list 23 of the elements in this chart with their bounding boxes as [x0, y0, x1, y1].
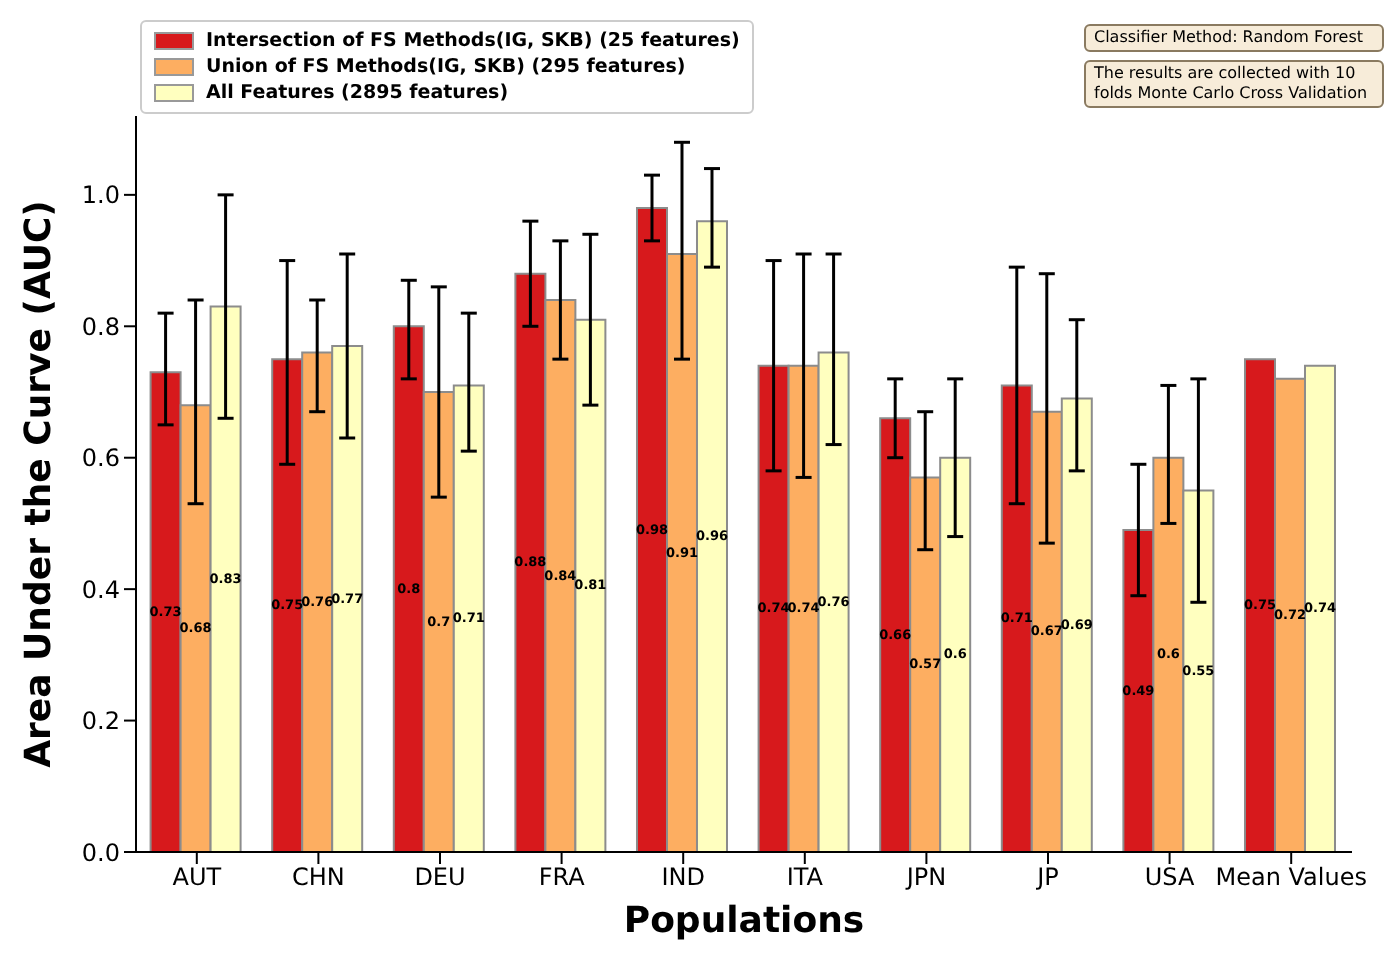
- text: The results are collected with 10 folds Monte Carlo Cross Validation: [1084, 60, 1384, 108]
- x-axis-title: Populations: [623, 900, 865, 942]
- y-tick-label: 1.0: [81, 181, 120, 210]
- x-tick-label: USA: [1144, 863, 1196, 892]
- x-tick-label: FRA: [538, 863, 587, 892]
- x-tick-label: IND: [661, 863, 705, 892]
- x-tick-label: ITA: [786, 863, 825, 892]
- legend-label: Intersection of FS Methods(IG, SKB) (25 features): [206, 28, 740, 54]
- y-axis-title: Area Under the Curve (AUC): [17, 200, 60, 768]
- legend-label: Union of FS Methods(IG, SKB) (295 features): [206, 54, 686, 80]
- y-tick-label: 0.6: [81, 444, 120, 473]
- x-tick-label: DEU: [414, 863, 466, 892]
- x-tick-label: AUT: [172, 863, 223, 892]
- x-tick-label: CHN: [292, 863, 345, 892]
- x-tick-label: Mean Values: [1215, 863, 1367, 892]
- y-tick-label: 0.8: [81, 312, 120, 341]
- x-tick-label: JP: [1035, 863, 1059, 892]
- x-tick-label: JPN: [904, 863, 947, 892]
- y-tick-label: 0.4: [81, 575, 120, 604]
- y-tick-label: 0.0: [81, 838, 120, 867]
- legend-label: All Features (2895 features): [206, 80, 509, 106]
- text: Classifier Method: Random Forest: [1084, 24, 1384, 52]
- y-tick-label: 0.2: [81, 707, 120, 736]
